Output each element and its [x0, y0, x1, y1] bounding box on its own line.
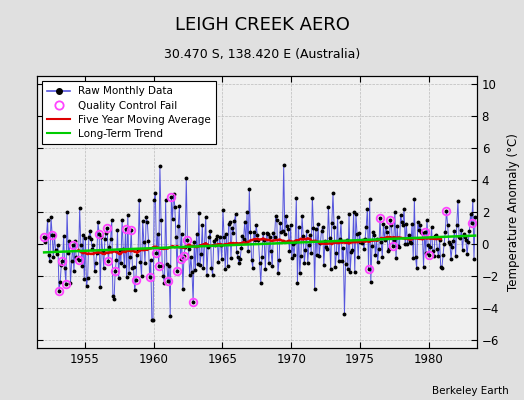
Text: 30.470 S, 138.420 E (Australia): 30.470 S, 138.420 E (Australia): [164, 48, 360, 61]
Text: LEIGH CREEK AERO: LEIGH CREEK AERO: [174, 16, 350, 34]
Text: Berkeley Earth: Berkeley Earth: [432, 386, 508, 396]
Y-axis label: Temperature Anomaly (°C): Temperature Anomaly (°C): [507, 133, 520, 291]
Legend: Raw Monthly Data, Quality Control Fail, Five Year Moving Average, Long-Term Tren: Raw Monthly Data, Quality Control Fail, …: [42, 81, 216, 144]
